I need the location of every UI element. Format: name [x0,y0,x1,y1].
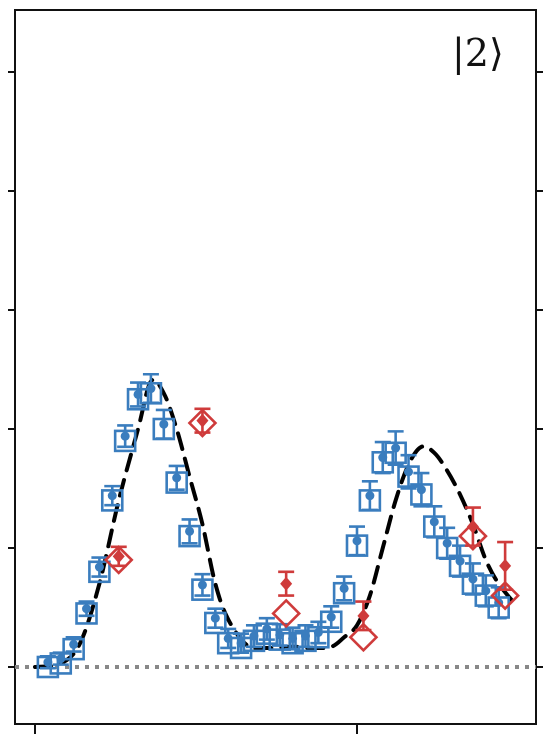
square-point [126,387,150,411]
square-point-fill [146,384,156,394]
square-point [165,471,188,494]
square-point [307,625,330,649]
square-point-fill [429,517,439,527]
diamond-point [187,408,218,438]
square-point-fill [172,473,182,483]
square-point-fill [107,491,117,501]
diamond-point-fill [196,413,209,428]
square-point [88,560,111,584]
diamond-point [458,521,488,551]
square-point [204,611,227,635]
square-point [461,572,485,596]
square-point [384,441,407,465]
diamond-point-fill [357,608,370,623]
square-point-fill [69,639,79,649]
square-point [62,637,85,661]
square-point-fill [442,538,452,548]
diamond-point [103,545,134,575]
diamond-point [348,622,379,653]
square-point-fill [481,586,491,596]
square-point-fill [455,556,465,566]
square-point [281,631,304,655]
square-point [36,655,60,679]
panel-label: |2⟩ [452,31,504,75]
square-point-fill [339,583,349,593]
diamond-point-fill [280,576,293,591]
square-point [474,584,498,607]
diamond-point-fill [112,549,125,564]
square-point [448,554,472,578]
square-point [191,578,214,601]
axes [8,9,543,734]
square-point [487,596,510,619]
square-point-fill [197,580,207,590]
plot-frame [14,9,537,725]
square-point [49,652,73,675]
square-point [345,534,369,557]
square-point [139,381,163,405]
square-point-fill [185,526,195,536]
square-point-fill [326,612,336,622]
square-point [75,602,98,625]
square-point-fill [391,443,401,453]
square-point-fill [94,562,104,572]
square-point [178,524,201,548]
square-point [332,581,356,605]
diamond-point [490,580,520,611]
diamond-point [271,598,301,629]
square-point-fill [352,536,362,546]
square-point [435,536,459,560]
square-point [100,489,124,512]
square-point-fill [416,485,426,495]
square-point [152,417,176,441]
square-point [397,465,420,488]
data-markers [36,372,520,679]
square-point-fill [120,431,130,441]
square-point [294,629,317,653]
square-point-fill [468,574,478,584]
diamond-point-fill [499,558,512,573]
square-point [410,483,433,506]
square-point-fill [210,613,220,623]
square-point-fill [365,491,375,501]
square-point-fill [82,604,92,614]
square-point [358,489,382,512]
diamond-point-fill [466,519,479,534]
square-point [113,429,137,453]
square-point [319,610,343,634]
square-point-fill [404,467,414,477]
square-point-fill [159,419,169,429]
